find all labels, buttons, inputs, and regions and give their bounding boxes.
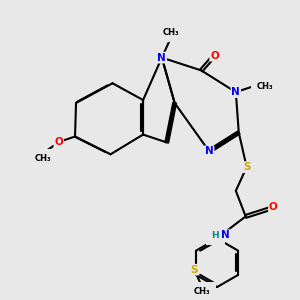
Text: CH₃: CH₃	[162, 28, 179, 37]
Text: CH₃: CH₃	[194, 287, 210, 296]
Text: N: N	[158, 52, 166, 63]
Text: O: O	[269, 202, 278, 212]
Text: N: N	[205, 146, 214, 156]
Text: CH₃: CH₃	[34, 154, 51, 163]
Text: N: N	[231, 87, 240, 97]
Text: H: H	[211, 231, 219, 240]
Text: S: S	[243, 162, 250, 172]
Text: CH₃: CH₃	[256, 82, 273, 91]
Text: S: S	[190, 265, 198, 275]
Text: N: N	[221, 230, 230, 240]
Text: O: O	[210, 51, 219, 61]
Text: O: O	[54, 137, 63, 147]
